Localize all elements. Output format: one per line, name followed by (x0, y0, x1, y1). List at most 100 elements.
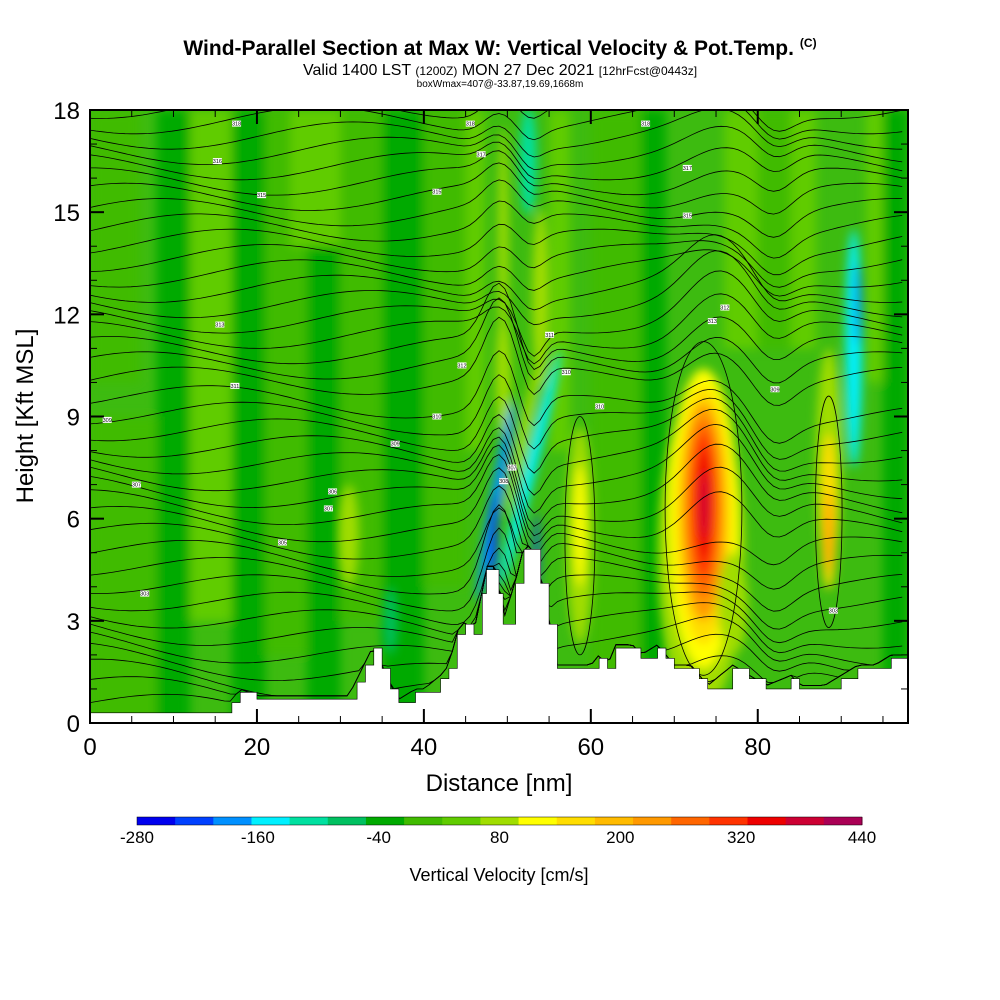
terrain (90, 549, 908, 723)
colorbar-swatch (404, 817, 443, 825)
velocity-core (854, 263, 862, 345)
velocity-band (90, 110, 141, 383)
theta-label-box (390, 440, 400, 447)
velocity-band (307, 246, 341, 723)
colorbar-swatch (671, 817, 710, 825)
theta-label: 306 (328, 489, 337, 495)
theta-label: 315 (683, 214, 692, 220)
x-axis-label: Distance [nm] (426, 770, 573, 797)
valid-utc: (1200Z) (415, 64, 458, 78)
theta-contour (90, 545, 903, 654)
theta-label-box (465, 120, 475, 127)
theta-label: 311 (231, 384, 240, 390)
colorbar-tick-label: 200 (606, 828, 634, 847)
theta-label: 309 (103, 418, 112, 424)
theta-contour (90, 436, 903, 527)
velocity-core (338, 484, 359, 587)
theta-label: 318 (232, 122, 241, 128)
velocity-band (590, 110, 641, 723)
theta-label-box (720, 304, 730, 311)
box-wmax-info: boxWmax=407@-33.87,19.69,1668m (416, 79, 584, 90)
velocity-core (500, 348, 561, 587)
theta-label-box (770, 386, 780, 393)
colorbar: -280 -160 -40 80 200 320 440 (120, 816, 876, 847)
chart-title-text: Wind-Parallel Section at Max W: Vertical… (183, 37, 794, 60)
colorbar-tick-label: 440 (848, 828, 876, 847)
velocity-band (290, 110, 341, 247)
theta-label-box (140, 590, 150, 597)
theta-label: 303 (829, 609, 838, 615)
theta-label-box (432, 413, 442, 420)
theta-label-box (457, 362, 467, 369)
theta-label: 305 (278, 541, 287, 547)
theta-label-box (682, 212, 692, 219)
theta-label-box (432, 188, 442, 195)
velocity-band (465, 110, 485, 451)
x-tick-label: 80 (744, 734, 771, 761)
colorbar-swatch (175, 817, 214, 825)
colorbar-swatch (747, 817, 787, 825)
theta-contour (90, 150, 903, 196)
colorbar-swatch (556, 817, 596, 825)
y-axis-label: Height [Kft MSL] (12, 329, 39, 504)
theta-contour (90, 110, 903, 158)
y-tick-label: 15 (53, 200, 80, 227)
theta-contour (90, 250, 903, 326)
theta-label: 311 (545, 333, 554, 339)
theta-contour (90, 223, 903, 276)
colorbar-swatch (480, 817, 520, 825)
theta-label: 313 (215, 323, 224, 329)
colorbar-swatch (785, 817, 825, 825)
velocity-core (717, 552, 748, 655)
theta-label-box (707, 318, 717, 325)
theta-contour (90, 467, 903, 566)
theta-label-box (507, 464, 517, 471)
theta-label: 303 (140, 592, 149, 598)
velocity-band (156, 110, 191, 723)
theta-contour (90, 125, 903, 171)
theta-contour (90, 507, 903, 612)
velocity-core (700, 470, 709, 540)
velocity-core (498, 127, 509, 366)
theta-contour (90, 545, 903, 666)
colorbar-swatch (137, 817, 176, 825)
theta-contour (90, 110, 903, 141)
theta-contour (90, 240, 903, 288)
theta-label: 309 (770, 387, 779, 393)
theta-label: 312 (720, 306, 729, 312)
theta-contour (90, 110, 903, 132)
theta-contour (90, 293, 903, 365)
x-tick-label: 60 (577, 734, 604, 761)
theta-label: 316 (213, 159, 222, 165)
colorbar-frame (136, 816, 863, 826)
theta-label: 307 (507, 466, 516, 472)
velocity-band (866, 110, 883, 383)
theta-label: 317 (683, 166, 692, 172)
colorbar-swatch (518, 817, 558, 825)
colorbar-tick-label: -40 (366, 828, 391, 847)
velocity-core (519, 110, 537, 216)
theta-label: 318 (466, 122, 475, 128)
theta-contour (90, 162, 903, 215)
theta-contour (90, 444, 903, 537)
y-tick-label: 12 (53, 302, 80, 329)
colorbar-swatch (633, 817, 672, 825)
theta-label: 310 (562, 370, 571, 376)
theta-contour (90, 234, 903, 311)
theta-contour (90, 282, 903, 371)
y-tick-label: 0 (67, 711, 80, 738)
theta-label-box (230, 382, 240, 389)
theta-label-box (499, 478, 509, 485)
theta-label: 307 (324, 506, 333, 512)
theta-label: 317 (477, 152, 486, 158)
forecast-info: [12hrFcst@0443z] (598, 64, 698, 78)
terrain-layer (90, 549, 908, 723)
theta-label: 313 (708, 319, 717, 325)
theta-contour (90, 408, 903, 496)
theta-label-box (232, 120, 242, 127)
theta-label-box (212, 158, 222, 165)
theta-contour (90, 270, 903, 357)
velocity-core (574, 464, 586, 587)
theta-label: 309 (391, 442, 400, 448)
